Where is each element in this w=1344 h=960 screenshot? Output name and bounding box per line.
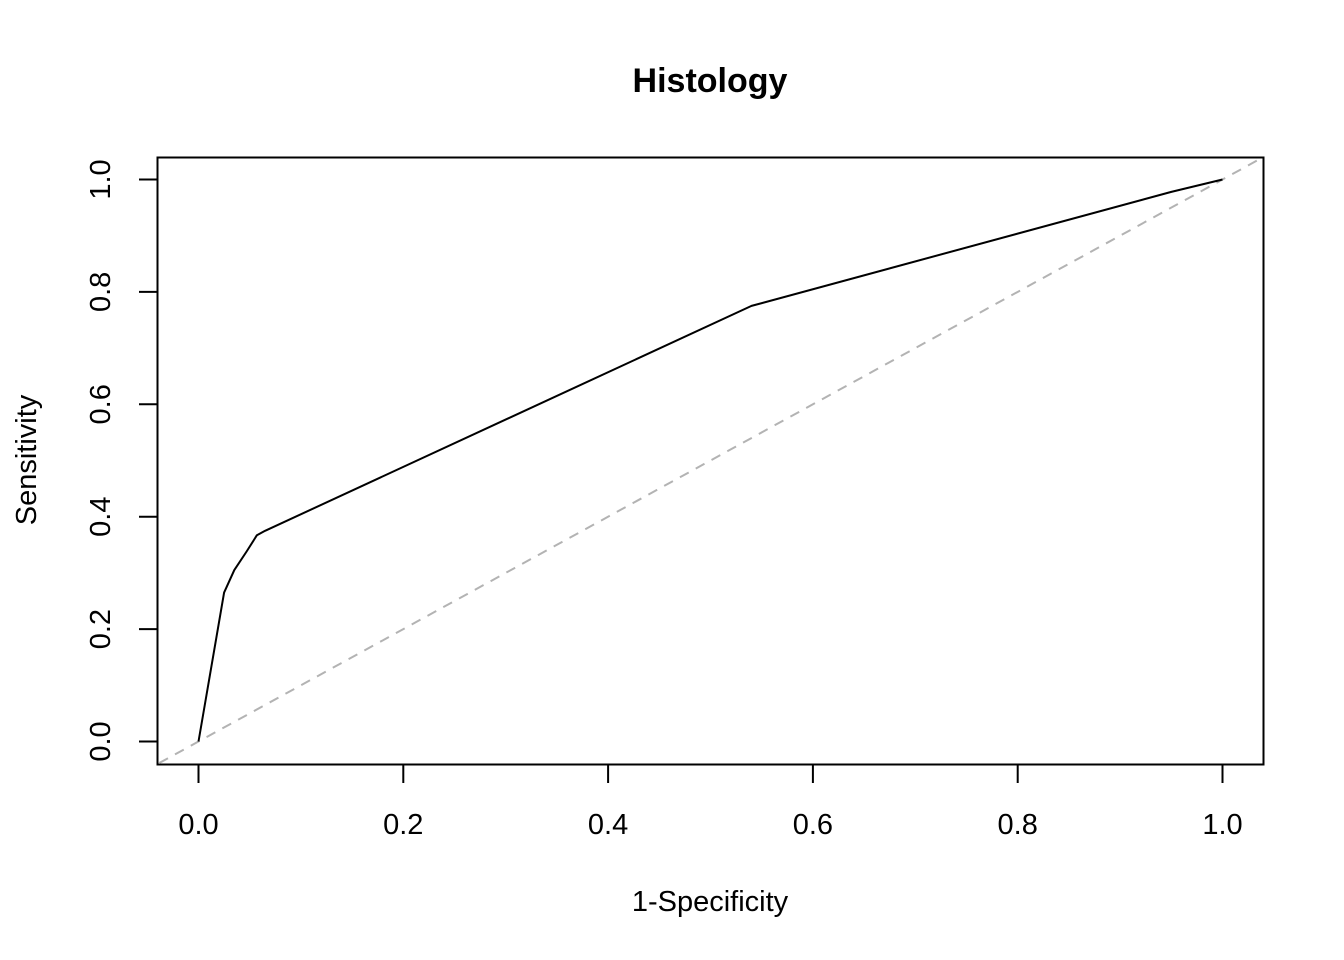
y-tick-label: 0.0 [85,721,117,761]
y-tick-label: 0.4 [85,497,117,537]
x-tick-label: 0.4 [588,809,628,841]
x-axis-label: 1-Specificity [632,886,789,918]
y-axis-label: Sensitivity [11,394,43,525]
x-tick-label: 0.2 [383,809,423,841]
roc-curve [197,178,1223,742]
y-axis: 0.0 0.2 0.4 0.6 0.8 1.0 [85,159,158,762]
x-axis: 0.0 0.2 0.4 0.6 0.8 1.0 [178,764,1243,841]
plot-frame [156,156,1265,766]
x-tick-label: 1.0 [1202,809,1242,841]
x-tick-label: 0.8 [998,809,1038,841]
x-tick-label: 0.6 [793,809,833,841]
y-tick-label: 0.8 [85,272,117,312]
series-layer [157,157,1264,765]
y-tick-label: 1.0 [85,159,117,199]
reference-diagonal-line [157,157,1264,765]
chart-title: Histology [633,62,788,100]
x-tick-label: 0.0 [178,809,218,841]
y-tick-label: 0.2 [85,609,117,649]
y-tick-label: 0.6 [85,384,117,424]
